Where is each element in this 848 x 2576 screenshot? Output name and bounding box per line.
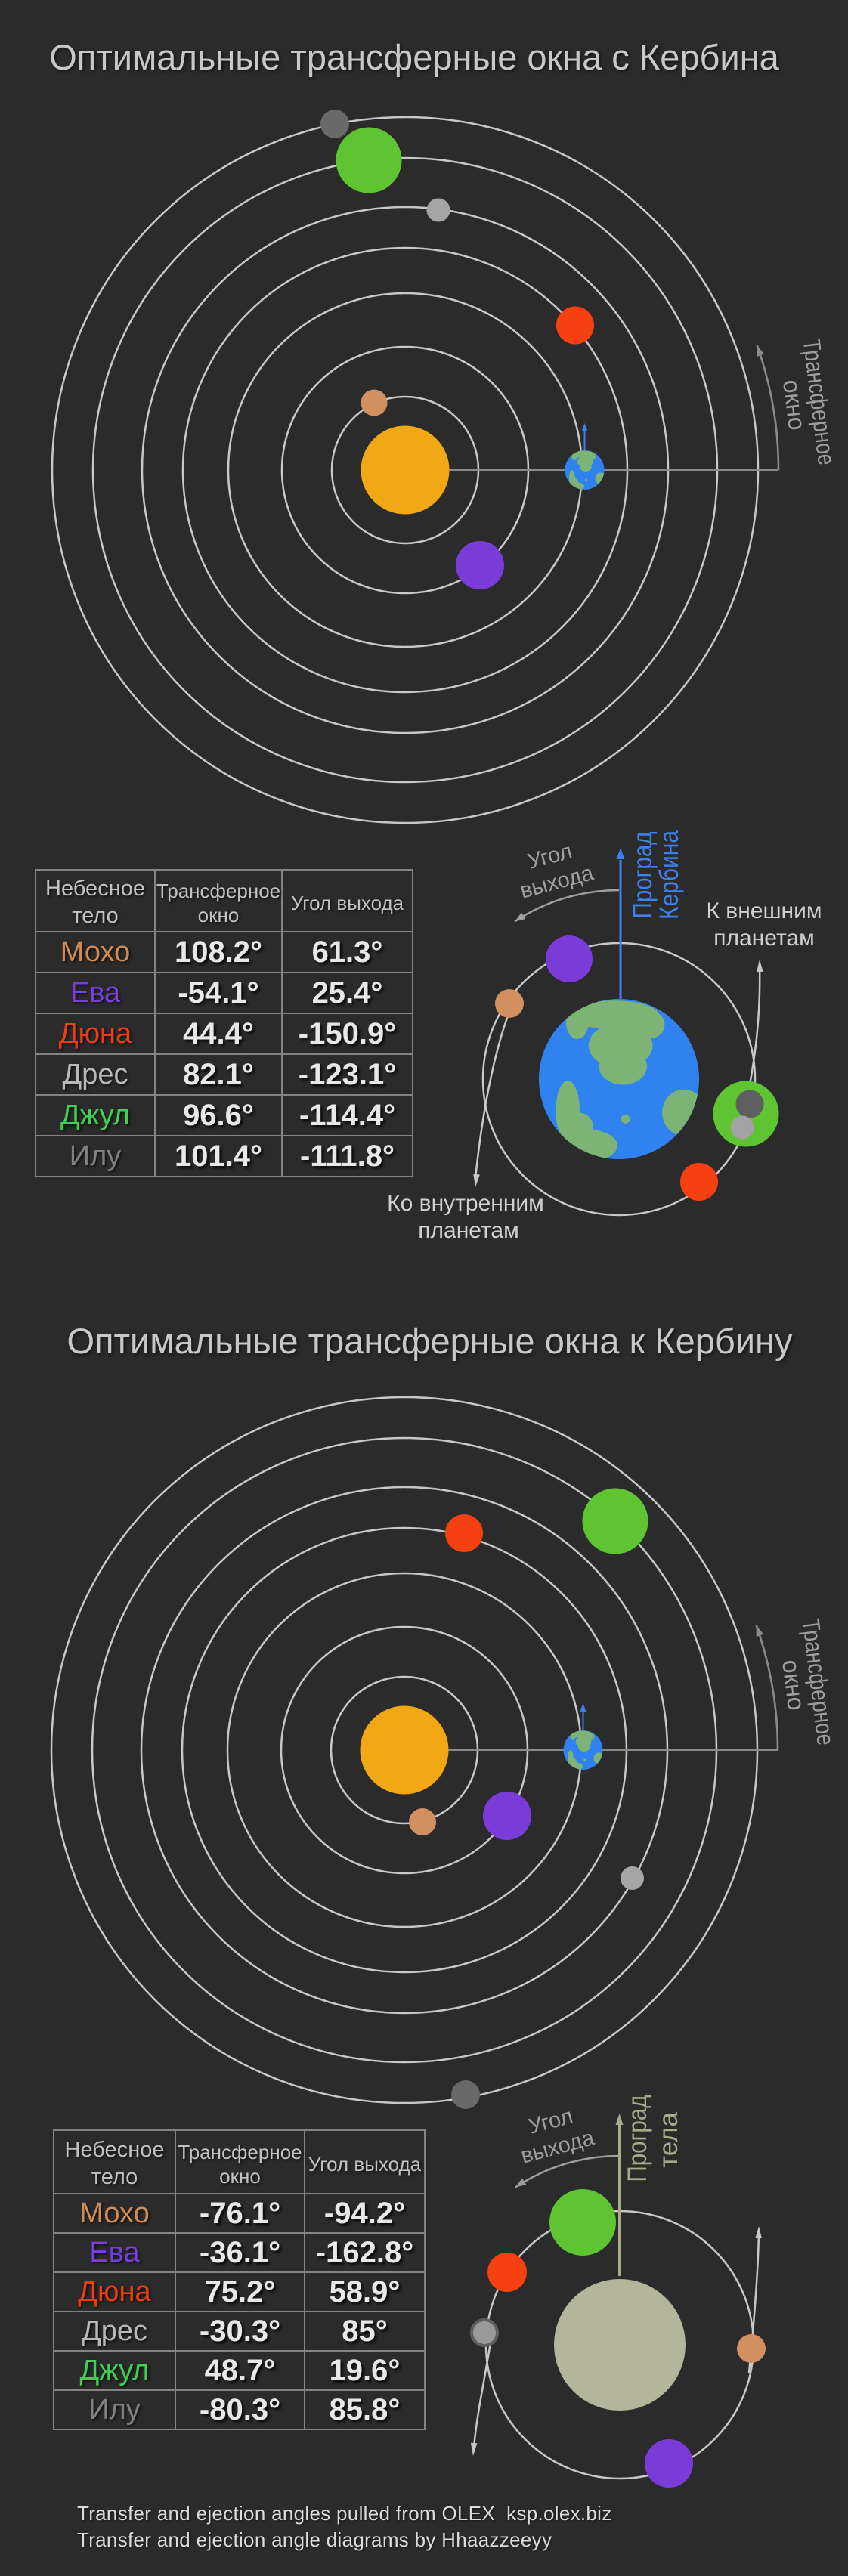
svg-text:Ко внутренним: Ко внутренним xyxy=(387,1191,544,1216)
svg-text:планетам: планетам xyxy=(713,926,814,951)
svg-text:Проград: Проград xyxy=(623,2095,652,2182)
svg-text:Кербина: Кербина xyxy=(655,830,684,920)
svg-text:тела: тела xyxy=(654,2112,683,2168)
svg-text:К внешним: К внешним xyxy=(706,898,822,923)
svg-text:Проград: Проград xyxy=(628,832,658,919)
svg-text:окно: окно xyxy=(777,1658,810,1712)
svg-text:окно: окно xyxy=(778,378,811,431)
svg-text:планетам: планетам xyxy=(418,1218,518,1243)
